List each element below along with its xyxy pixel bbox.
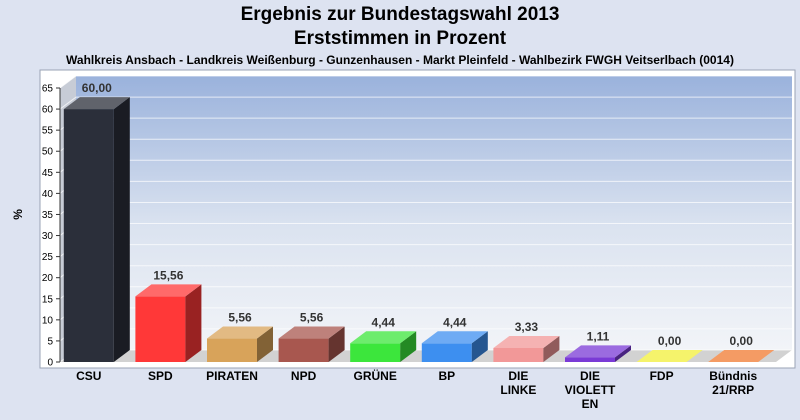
y-tick-label: 50 xyxy=(42,147,54,158)
data-label: 1,11 xyxy=(587,329,610,343)
data-label: 15,56 xyxy=(153,268,183,282)
bar-top xyxy=(493,335,560,348)
x-tick-label: FDP xyxy=(650,369,674,383)
chart-title: Ergebnis zur Bundestagswahl 2013 xyxy=(240,4,560,25)
bar xyxy=(278,338,329,362)
bar-side xyxy=(257,326,273,362)
data-label: 5,56 xyxy=(228,311,252,325)
y-tick-label: 45 xyxy=(42,168,54,179)
x-tick-label: EN xyxy=(582,397,599,411)
bar-top xyxy=(565,345,631,358)
data-label: 5,56 xyxy=(300,311,324,325)
x-tick-label: LINKE xyxy=(500,383,536,397)
y-tick-label: 5 xyxy=(47,336,53,347)
bar-top xyxy=(135,284,202,297)
chart-caption: Wahlkreis Ansbach - Landkreis Weißenburg… xyxy=(66,53,734,67)
bar-top xyxy=(278,326,345,339)
x-tick-label: DIE xyxy=(508,369,528,383)
bar-top xyxy=(636,350,703,362)
bar-top xyxy=(63,97,130,110)
bar-side xyxy=(113,97,130,363)
data-label: 0,00 xyxy=(730,334,754,348)
y-tick-label: 55 xyxy=(42,126,54,137)
x-tick-label: Bündnis xyxy=(709,369,757,383)
x-tick-label: 21/RRP xyxy=(712,383,754,397)
bar-top xyxy=(350,331,417,344)
bar xyxy=(135,296,186,362)
y-tick-label: 65 xyxy=(42,84,54,95)
bar-top xyxy=(421,331,488,344)
data-label: 4,44 xyxy=(372,315,396,329)
gridline xyxy=(59,96,792,110)
x-tick-label: VIOLETT xyxy=(565,383,616,397)
bar xyxy=(63,109,114,362)
bar-side xyxy=(543,335,560,362)
y-tick-label: 60 xyxy=(42,105,54,116)
x-tick-label: NPD xyxy=(291,369,317,383)
y-tick-label: 40 xyxy=(42,189,54,200)
bar xyxy=(565,357,615,362)
bar-side xyxy=(615,345,631,362)
y-tick-label: 10 xyxy=(42,315,54,326)
y-axis-label: % xyxy=(11,209,25,220)
data-label: 60,00 xyxy=(82,81,112,95)
x-tick-label: PIRATEN xyxy=(206,369,258,383)
y-tick-label: 0 xyxy=(47,358,53,369)
y-tick-label: 15 xyxy=(42,294,54,305)
bar xyxy=(350,343,401,362)
y-tick-label: 35 xyxy=(42,210,54,221)
data-label: 3,33 xyxy=(515,320,539,334)
y-tick-label: 30 xyxy=(42,231,54,242)
x-tick-label: GRÜNE xyxy=(354,368,397,383)
x-tick-label: CSU xyxy=(76,369,101,383)
bar-top xyxy=(207,326,273,339)
bar-top xyxy=(708,350,775,362)
x-tick-label: DIE xyxy=(580,369,600,383)
bar xyxy=(493,347,544,362)
bar-side xyxy=(471,331,488,362)
bar-side xyxy=(185,284,202,362)
bar-side xyxy=(328,326,345,362)
chart-subtitle: Erststimmen in Prozent xyxy=(293,28,507,49)
bar-side xyxy=(400,331,417,362)
bar xyxy=(421,343,472,362)
x-tick-label: SPD xyxy=(148,369,173,383)
x-tick-label: BP xyxy=(438,369,455,383)
y-tick-label: 20 xyxy=(42,273,54,284)
gridline xyxy=(59,75,792,89)
data-label: 4,44 xyxy=(443,315,467,329)
plot-back-wall xyxy=(76,76,792,350)
y-tick-label: 25 xyxy=(42,252,54,263)
data-label: 0,00 xyxy=(658,334,682,348)
bar xyxy=(207,338,257,362)
